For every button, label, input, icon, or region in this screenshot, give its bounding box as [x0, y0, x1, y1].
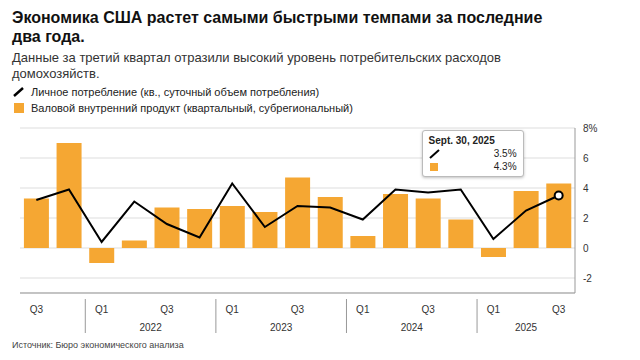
- svg-text:Q3: Q3: [291, 304, 305, 315]
- svg-text:Q3: Q3: [421, 304, 435, 315]
- svg-text:2: 2: [583, 213, 589, 224]
- html-text:Данные за третий квартал отраз: Данные за третий квартал отразили высоки…: [12, 50, 501, 81]
- html-text:Sept. 30, 2025: Sept. 30, 2025: [428, 135, 495, 146]
- html-text:Экономика США растет самыми бы: Экономика США растет самыми быстрыми тем…: [12, 9, 543, 45]
- html-text:Валовой внутренний продукт (кв: Валовой внутренний продукт (квартальный,…: [31, 102, 353, 114]
- svg-text:4: 4: [583, 183, 589, 194]
- svg-text:2025: 2025: [515, 322, 538, 333]
- html-text:3.5%: 3.5%: [493, 148, 517, 159]
- svg-text:8%: 8%: [583, 123, 598, 134]
- svg-text:2022: 2022: [139, 322, 162, 333]
- svg-text:Q3: Q3: [30, 304, 44, 315]
- html-text:4.3%: 4.3%: [493, 161, 517, 172]
- svg-text:0: 0: [583, 243, 589, 254]
- svg-text:2023: 2023: [270, 322, 293, 333]
- svg-text:Q1: Q1: [487, 304, 501, 315]
- svg-text:-2: -2: [583, 273, 592, 284]
- html-text:Источник: Бюро экономического: Источник: Бюро экономического анализа: [12, 340, 184, 350]
- svg-text:Q3: Q3: [160, 304, 174, 315]
- svg-text:Q1: Q1: [95, 304, 109, 315]
- svg-text:6: 6: [583, 153, 589, 164]
- svg-text:Q1: Q1: [226, 304, 240, 315]
- svg-text:Q1: Q1: [356, 304, 370, 315]
- svg-text:Q3: Q3: [552, 304, 566, 315]
- html-text:Личное потребление (кв., суточ: Личное потребление (кв., суточный объем …: [31, 86, 320, 98]
- svg-text:2024: 2024: [401, 322, 424, 333]
